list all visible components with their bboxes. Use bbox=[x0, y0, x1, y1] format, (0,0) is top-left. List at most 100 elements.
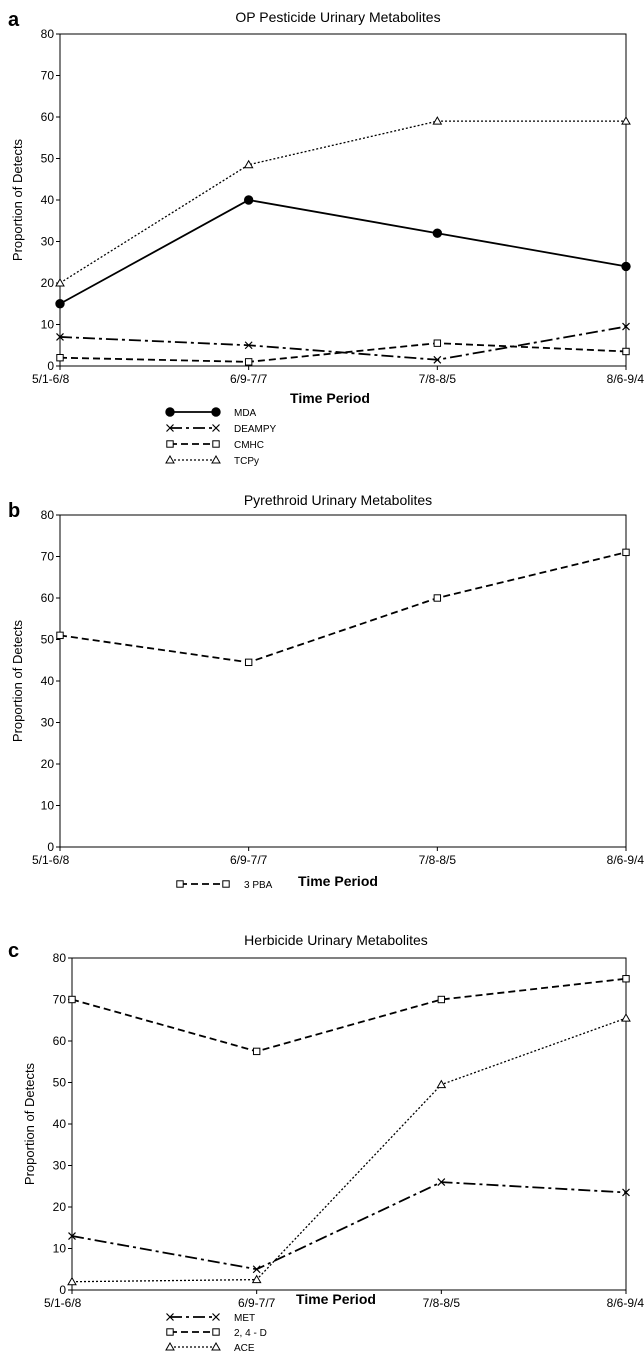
y-tick-label: 50 bbox=[53, 1076, 67, 1090]
series-line bbox=[71, 1017, 627, 1283]
data-point bbox=[433, 594, 442, 602]
x-axis-title: Time Period bbox=[296, 1291, 376, 1307]
legend: 3 PBA bbox=[176, 880, 273, 891]
data-point bbox=[432, 228, 443, 238]
data-point bbox=[622, 1188, 630, 1197]
data-point bbox=[621, 116, 631, 125]
legend-marker bbox=[165, 1341, 175, 1351]
legend: MET 2, 4 - D ACE bbox=[165, 1313, 267, 1354]
legend-label: ACE bbox=[234, 1343, 255, 1354]
series-3-pba bbox=[56, 548, 630, 667]
x-tick-label: 5/1-6/8 bbox=[32, 372, 70, 386]
y-tick-label: 70 bbox=[41, 69, 55, 83]
panel-label: c bbox=[8, 940, 19, 962]
plot-frame bbox=[59, 33, 627, 367]
y-tick-label: 30 bbox=[41, 235, 55, 249]
legend-marker bbox=[166, 1328, 174, 1336]
data-point bbox=[436, 1079, 447, 1089]
data-point bbox=[437, 1178, 446, 1187]
legend-marker bbox=[165, 454, 175, 464]
series-line bbox=[59, 199, 627, 305]
x-tick-label: 8/6-9/4 bbox=[607, 853, 644, 867]
data-point bbox=[244, 341, 253, 350]
data-point bbox=[622, 975, 630, 983]
legend-marker bbox=[222, 880, 230, 888]
data-point bbox=[55, 277, 65, 287]
data-point bbox=[621, 1013, 631, 1022]
legend-marker bbox=[211, 407, 221, 417]
y-tick-label: 0 bbox=[47, 840, 54, 854]
data-point bbox=[68, 1232, 76, 1240]
chart-panel-b: b Pyrethroid Urinary Metabolites 0 10 20 30 40… bbox=[8, 492, 644, 891]
y-tick-label: 60 bbox=[53, 1034, 67, 1048]
legend: MDA DEAMPY CMHC TCPy bbox=[165, 407, 277, 467]
y-tick-label: 70 bbox=[53, 993, 67, 1007]
legend-marker bbox=[166, 1313, 174, 1321]
data-point bbox=[243, 159, 254, 169]
legend-marker bbox=[211, 1341, 221, 1351]
legend-marker bbox=[212, 1328, 220, 1336]
series-ace bbox=[67, 1013, 631, 1286]
y-tick-label: 60 bbox=[41, 591, 55, 605]
legend-label: DEAMPY bbox=[234, 424, 277, 435]
data-point bbox=[252, 1265, 261, 1274]
x-tick-label: 6/9-7/7 bbox=[230, 372, 268, 386]
chart-title: OP Pesticide Urinary Metabolites bbox=[235, 9, 440, 25]
legend-marker bbox=[212, 424, 220, 432]
x-axis-title: Time Period bbox=[298, 873, 378, 889]
y-axis-title: Proportion of Detects bbox=[10, 619, 25, 742]
x-tick-label: 7/8-8/5 bbox=[423, 1296, 461, 1310]
chart-title: Pyrethroid Urinary Metabolites bbox=[244, 492, 432, 508]
chart-panel-a: a OP Pesticide Urinary Metabolites 0 10 20 30… bbox=[8, 9, 644, 467]
legend-label: CMHC bbox=[234, 440, 264, 451]
y-tick-label: 40 bbox=[41, 674, 55, 688]
data-point bbox=[244, 358, 253, 366]
y-tick-label: 10 bbox=[41, 318, 55, 332]
panel-label: b bbox=[8, 500, 20, 522]
x-tick-label: 6/9-7/7 bbox=[238, 1296, 276, 1310]
data-point bbox=[67, 1276, 77, 1286]
data-point bbox=[244, 658, 253, 667]
y-tick-label: 80 bbox=[41, 508, 55, 522]
y-tick-label: 80 bbox=[53, 951, 67, 965]
legend-marker bbox=[212, 1313, 220, 1321]
y-tick-label: 60 bbox=[41, 110, 55, 124]
series-line bbox=[59, 342, 627, 363]
legend-label: 3 PBA bbox=[244, 880, 273, 891]
y-tick-label: 10 bbox=[53, 1242, 67, 1256]
series-deampy bbox=[56, 322, 630, 364]
data-point bbox=[251, 1274, 262, 1284]
panel-label: a bbox=[8, 9, 20, 31]
data-point bbox=[622, 548, 630, 557]
data-point bbox=[433, 355, 442, 364]
data-point bbox=[68, 995, 76, 1004]
data-point bbox=[243, 195, 254, 205]
x-tick-label: 8/6-9/4 bbox=[607, 1296, 644, 1310]
data-point bbox=[252, 1047, 261, 1056]
y-tick-label: 20 bbox=[53, 1200, 67, 1214]
y-tick-label: 50 bbox=[41, 152, 55, 166]
chart-panel-c: c Herbicide Urinary Metabolites 0 10 20 30 40 5… bbox=[8, 932, 644, 1354]
x-tick-label: 7/8-8/5 bbox=[419, 372, 457, 386]
series-line bbox=[59, 551, 627, 664]
y-tick-label: 20 bbox=[41, 276, 55, 290]
x-axis-title: Time Period bbox=[290, 390, 370, 406]
legend-marker bbox=[165, 407, 175, 417]
x-tick-label: 5/1-6/8 bbox=[32, 853, 70, 867]
series-line bbox=[71, 1181, 627, 1271]
legend-marker bbox=[166, 440, 174, 448]
series-line bbox=[71, 977, 627, 1053]
legend-marker bbox=[176, 880, 184, 888]
y-axis-title: Proportion of Detects bbox=[22, 1062, 37, 1185]
legend-label: 2, 4 - D bbox=[234, 1328, 267, 1339]
series-2-4-d bbox=[68, 975, 630, 1056]
series-mda bbox=[55, 195, 631, 309]
data-point bbox=[56, 631, 64, 640]
y-tick-label: 40 bbox=[53, 1117, 67, 1131]
y-tick-label: 30 bbox=[41, 716, 55, 730]
chart-title: Herbicide Urinary Metabolites bbox=[244, 932, 428, 948]
data-point bbox=[56, 354, 64, 362]
data-point bbox=[622, 322, 630, 331]
plot-frame bbox=[59, 514, 627, 848]
x-tick-label: 5/1-6/8 bbox=[44, 1296, 82, 1310]
